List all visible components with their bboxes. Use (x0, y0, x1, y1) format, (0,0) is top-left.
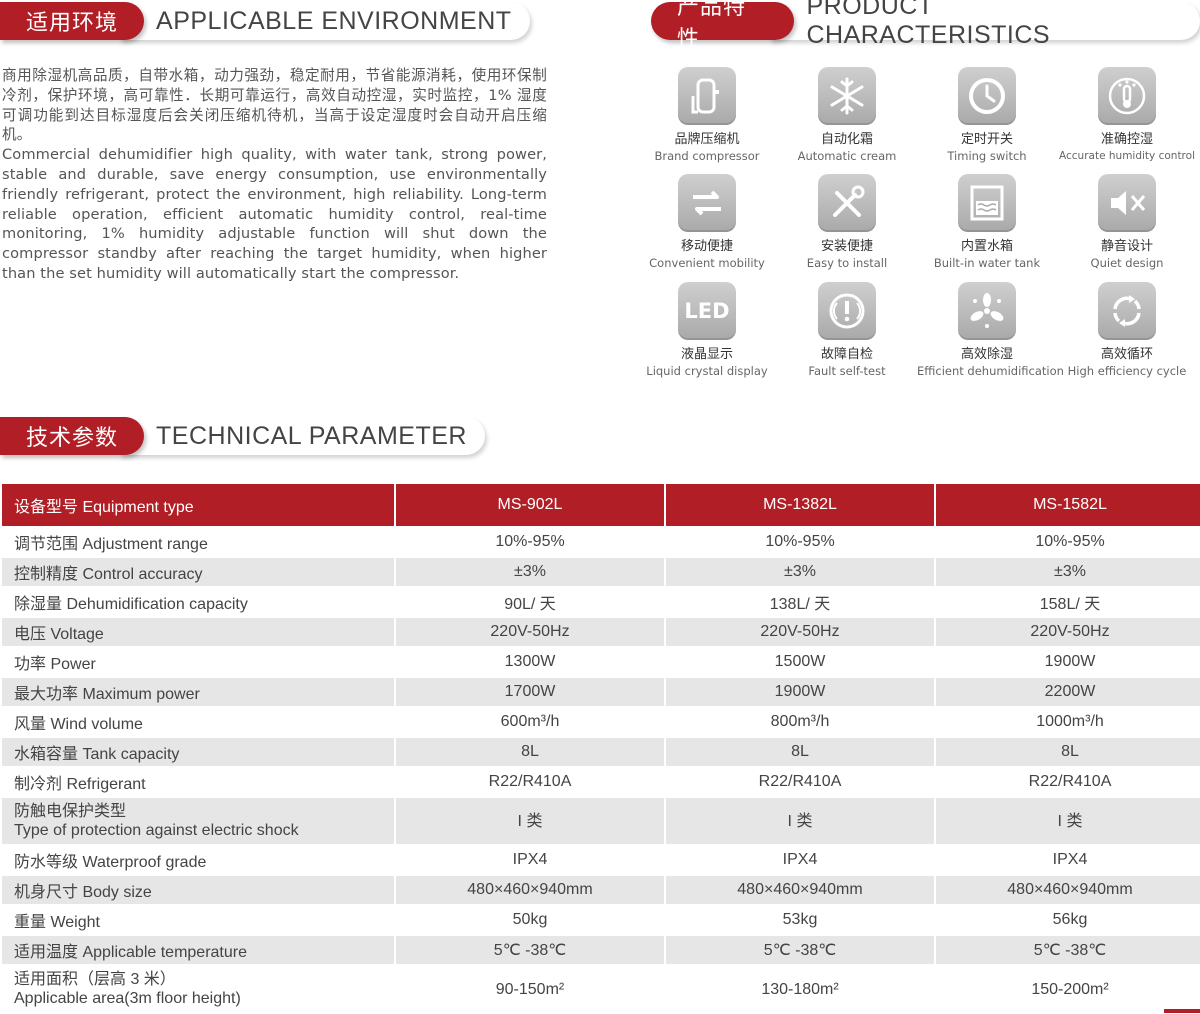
table-row: 功率 Power 1300W 1500W 1900W (14, 653, 1096, 673)
env-title-en: APPLICABLE ENVIRONMENT (120, 2, 530, 40)
arrows-icon (678, 174, 736, 232)
env-title-zh: 适用环境 (0, 2, 145, 40)
product-title-en: PRODUCT CHARACTERISTICS (770, 0, 1200, 49)
feature-water-tank: 内置水箱 Built-in water tank (917, 174, 1057, 271)
feature-convenient-mobility: 移动便捷 Convenient mobility (637, 174, 777, 271)
header-model-3: MS-1582L (936, 484, 1200, 526)
table-row: 水箱容量 Tank capacity 8L 8L 8L (2, 738, 1200, 766)
feature-quiet-design: 静音设计 Quiet design (1057, 174, 1197, 271)
feature-timing-switch: 定时开关 Timing switch (917, 67, 1057, 164)
water-tank-icon (958, 174, 1016, 232)
snowflake-icon (818, 67, 876, 125)
table-row: 防触电保护类型 Type of protection against elect… (2, 798, 1200, 844)
feature-fault-selftest: 故障自检 Fault self-test (777, 282, 917, 379)
header-equipment-type: 设备型号 Equipment type (2, 484, 394, 526)
led-icon: LED (678, 282, 736, 340)
table-row: 适用温度 Applicable temperature 5℃ -38℃ 5℃ -… (2, 936, 1200, 964)
warning-icon (818, 282, 876, 340)
header-model-2: MS-1382L (666, 484, 934, 526)
table-row: 重量 Weight 50kg 53kg 56kg (14, 911, 1088, 931)
env-description: 商用除湿机高品质，自带水箱，动力强劲，稳定耐用，节省能源消耗，使用环保制冷剂，保… (2, 66, 547, 284)
feature-efficient-dehumidification: 高效除湿 Efficient dehumidification (917, 282, 1064, 379)
fan-icon (958, 282, 1016, 340)
feature-automatic-defrost: 自动化霜 Automatic cream (777, 67, 917, 164)
feature-brand-compressor: 品牌压缩机 Brand compressor (637, 67, 777, 164)
table-row: 电压 Voltage 220V-50Hz 220V-50Hz 220V-50Hz (2, 618, 1200, 646)
table-header-row: 设备型号 Equipment type MS-902L MS-1382L MS-… (2, 484, 1200, 526)
env-text-zh: 商用除湿机高品质，自带水箱，动力强劲，稳定耐用，节省能源消耗，使用环保制冷剂，保… (2, 67, 547, 144)
tech-title-zh: 技术参数 (0, 417, 145, 455)
clock-icon (958, 67, 1016, 125)
header-model-1: MS-902L (396, 484, 664, 526)
table-row: 除湿量 Dehumidification capacity 90L/ 天 138… (14, 596, 1101, 613)
feature-easy-install: 安装便捷 Easy to install (777, 174, 917, 271)
tools-icon (818, 174, 876, 232)
compressor-icon (678, 67, 736, 125)
feature-accurate-humidity: 准确控湿 Accurate humidity control (1057, 67, 1197, 164)
tech-title-en: TECHNICAL PARAMETER (120, 417, 485, 455)
product-title-zh: 产品特性 (651, 0, 795, 52)
product-section-header: 产品特性 PRODUCT CHARACTERISTICS (651, 0, 1200, 52)
env-text-en: Commercial dehumidifier high quality, wi… (2, 146, 547, 282)
corner-accent (1164, 1009, 1200, 1013)
feature-high-efficiency-cycle: 高效循环 High efficiency cycle (1057, 282, 1197, 379)
table-row: 防水等级 Waterproof grade IPX4 IPX4 IPX4 (14, 851, 1088, 871)
table-row: 适用面积（层高 3 米） Applicable area(3m floor he… (14, 971, 1109, 1007)
table-row: 控制精度 Control accuracy ±3% ±3% ±3% (2, 558, 1200, 586)
mute-icon (1098, 174, 1156, 232)
table-row: 机身尺寸 Body size 480×460×940mm 480×460×940… (2, 876, 1200, 904)
parameter-table: 设备型号 Equipment type MS-902L MS-1382L MS-… (0, 482, 1200, 1014)
table-row: 调节范围 Adjustment range 10%-95% 10%-95% 10… (14, 533, 1105, 553)
thermometer-icon (1098, 67, 1156, 125)
tech-section-header: 技术参数 TECHNICAL PARAMETER (0, 416, 485, 456)
table-row: 制冷剂 Refrigerant R22/R410A R22/R410A R22/… (14, 773, 1112, 793)
env-section-header: 适用环境 APPLICABLE ENVIRONMENT (0, 1, 530, 41)
feature-lcd-display: LED 液晶显示 Liquid crystal display (637, 282, 777, 379)
cycle-icon (1098, 282, 1156, 340)
table-row: 风量 Wind volume 600m³/h 800m³/h 1000m³/h (14, 713, 1104, 733)
table-row: 最大功率 Maximum power 1700W 1900W 2200W (2, 678, 1200, 706)
